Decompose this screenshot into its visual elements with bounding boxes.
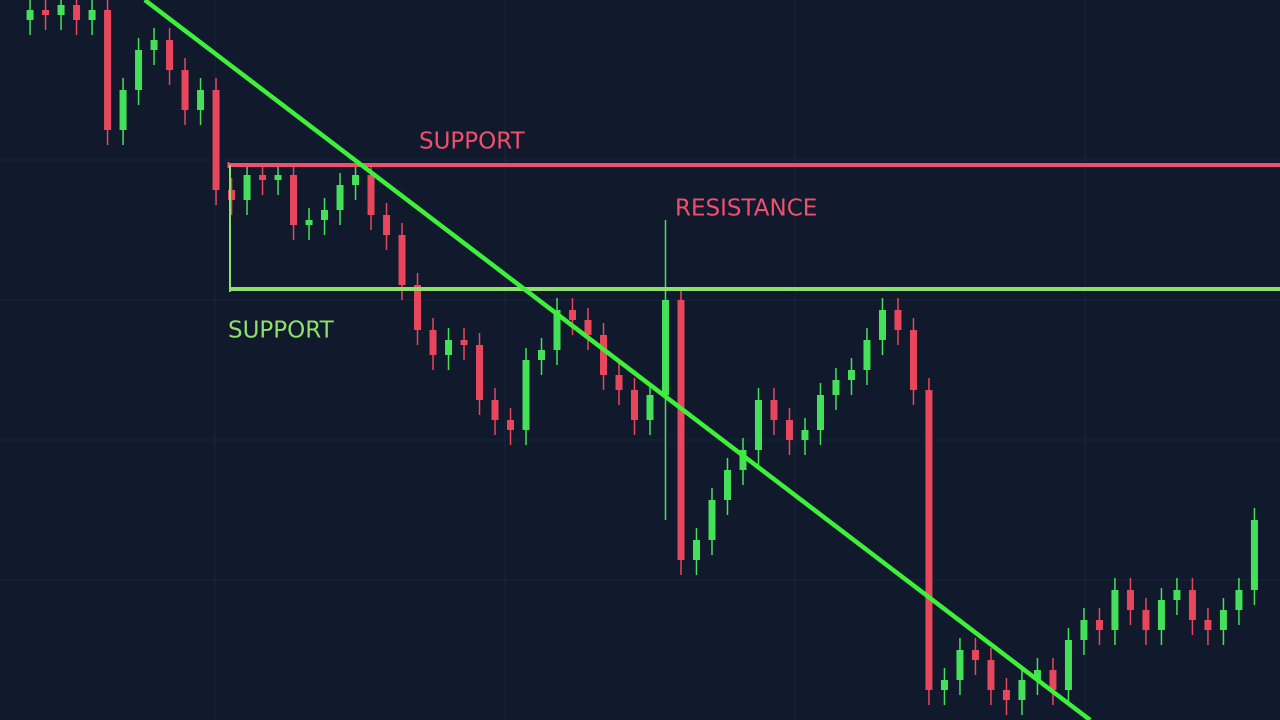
candle-body bbox=[723, 470, 731, 500]
candle-body bbox=[1033, 670, 1041, 680]
candle-body bbox=[1204, 620, 1212, 630]
candle-body bbox=[305, 220, 313, 225]
candle-body bbox=[584, 320, 592, 335]
candle-body bbox=[336, 185, 344, 210]
candle-body bbox=[553, 310, 561, 350]
candle-body bbox=[290, 175, 298, 225]
candle-body bbox=[847, 370, 855, 380]
candle-body bbox=[677, 300, 685, 560]
candle-body bbox=[600, 335, 608, 375]
candle-body bbox=[785, 420, 793, 440]
candle-body bbox=[1142, 610, 1150, 630]
trendline bbox=[143, 0, 1092, 720]
candle-body bbox=[104, 10, 112, 130]
candle-body bbox=[507, 420, 515, 430]
candle-body bbox=[352, 175, 360, 185]
candle-body bbox=[816, 395, 824, 430]
candle-body bbox=[1235, 590, 1243, 610]
candle-body bbox=[57, 5, 65, 15]
annotation: RESISTANCE bbox=[675, 196, 817, 222]
candle-body bbox=[630, 390, 638, 420]
level-label: SUPPORT bbox=[419, 129, 526, 155]
candle-body bbox=[73, 5, 81, 20]
candle-body bbox=[88, 10, 96, 20]
candle-body bbox=[1173, 590, 1181, 600]
candle-body bbox=[909, 330, 917, 390]
candle-body bbox=[26, 10, 34, 20]
candle-body bbox=[150, 40, 158, 50]
candle-body bbox=[119, 90, 127, 130]
candle-body bbox=[569, 310, 577, 320]
candle-body bbox=[538, 350, 546, 360]
candle-body bbox=[197, 90, 205, 110]
candle-body bbox=[522, 360, 530, 430]
candle-body bbox=[414, 285, 422, 330]
candle-body bbox=[987, 660, 995, 690]
candle-body bbox=[1064, 640, 1072, 690]
candle-body bbox=[956, 650, 964, 680]
candle-body bbox=[491, 400, 499, 420]
candle-body bbox=[228, 190, 236, 200]
candle-body bbox=[429, 330, 437, 355]
level-label: SUPPORT bbox=[228, 318, 335, 344]
candle-body bbox=[476, 345, 484, 400]
candle-body bbox=[274, 175, 282, 180]
candle-body bbox=[615, 375, 623, 390]
candle-body bbox=[971, 650, 979, 660]
candle-body bbox=[321, 210, 329, 220]
candle-body bbox=[1250, 520, 1258, 590]
candle-body bbox=[166, 40, 174, 70]
candle-body bbox=[770, 400, 778, 420]
candle-body bbox=[212, 90, 220, 190]
candle-body bbox=[445, 340, 453, 355]
candle-body bbox=[878, 310, 886, 340]
candle-body bbox=[754, 400, 762, 450]
candle-body bbox=[383, 215, 391, 235]
candle-body bbox=[832, 380, 840, 395]
candle-body bbox=[940, 680, 948, 690]
candle-body bbox=[1219, 610, 1227, 630]
candle-body bbox=[708, 500, 716, 540]
candle-body bbox=[398, 235, 406, 285]
candle-body bbox=[863, 340, 871, 370]
candle-body bbox=[1080, 620, 1088, 640]
candle-body bbox=[925, 390, 933, 690]
candle-body bbox=[1188, 590, 1196, 620]
candle-body bbox=[1049, 670, 1057, 690]
candle-body bbox=[1002, 690, 1010, 700]
candle-body bbox=[460, 340, 468, 345]
candle-body bbox=[1126, 590, 1134, 610]
candle-body bbox=[646, 395, 654, 420]
candle-body bbox=[661, 300, 669, 395]
candle-body bbox=[135, 50, 143, 90]
candle-body bbox=[692, 540, 700, 560]
candle-body bbox=[739, 450, 747, 470]
candle-body bbox=[894, 310, 902, 330]
candle-body bbox=[1095, 620, 1103, 630]
candle-body bbox=[1111, 590, 1119, 630]
candle-body bbox=[801, 430, 809, 440]
candle-body bbox=[181, 70, 189, 110]
candle-body bbox=[367, 175, 375, 215]
candle-body bbox=[1018, 680, 1026, 700]
candle-body bbox=[1157, 600, 1165, 630]
candle-body bbox=[243, 175, 251, 200]
candle-body bbox=[42, 10, 50, 15]
candle-body bbox=[259, 175, 267, 180]
